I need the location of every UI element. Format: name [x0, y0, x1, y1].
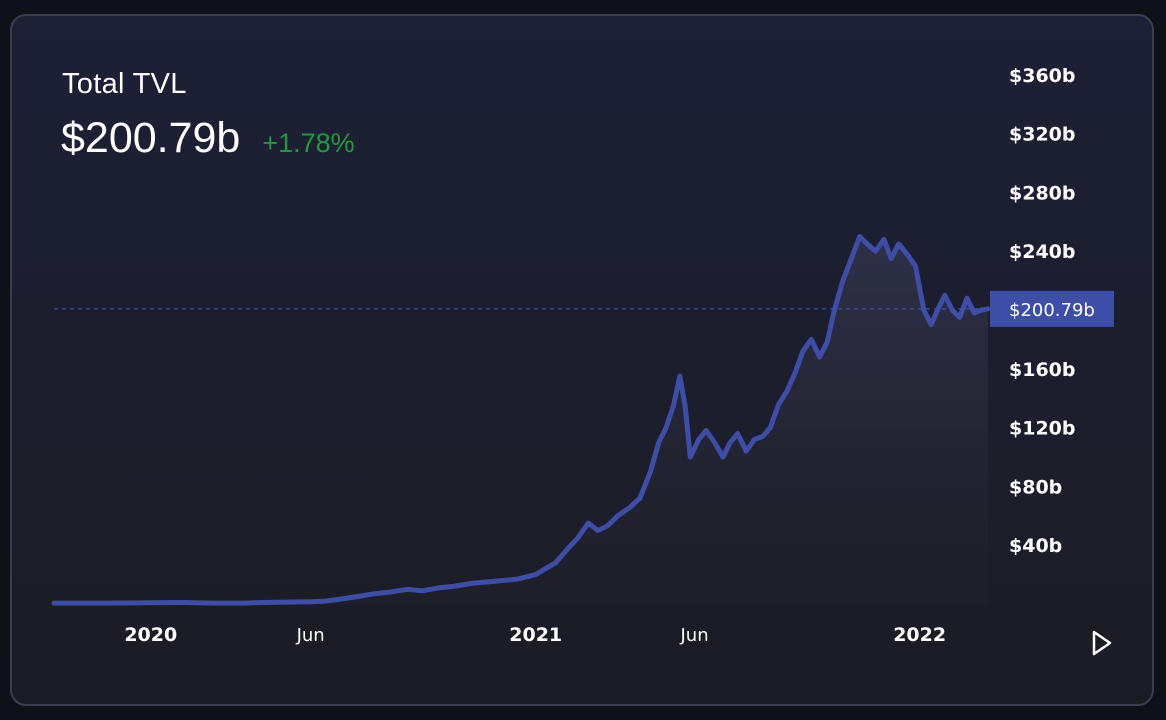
current-value-tag: [990, 290, 1114, 327]
y-tick-label: $280b: [1009, 182, 1075, 204]
value-row: $200.79b +1.78%: [61, 114, 355, 163]
tvl-card: Total TVL $200.79b +1.78% $40b $80b $120b $…: [10, 14, 1154, 706]
y-tick-label: $120b: [1009, 418, 1075, 440]
y-tick-label: $80b: [1009, 476, 1062, 498]
tvl-area-chart[interactable]: $40b $80b $120b $160b $240b $280b $320b $360b 2…: [12, 16, 1154, 706]
y-tick-label: $360b: [1009, 65, 1075, 87]
y-tick-label: $40b: [1009, 535, 1062, 557]
y-tick-label: $320b: [1009, 124, 1075, 146]
play-button[interactable]: [1086, 628, 1116, 658]
y-tick-label: $240b: [1009, 241, 1075, 263]
card-title: Total TVL: [62, 68, 187, 100]
tvl-series-line: [51, 234, 991, 606]
current-value-tag-label: $200.79b: [1009, 300, 1095, 321]
tvl-area-fill: [54, 236, 988, 604]
y-tick-label: $160b: [1009, 359, 1075, 381]
x-tick-label: Jun: [296, 625, 325, 646]
tvl-change-percent: +1.78%: [262, 128, 355, 158]
total-tvl-value: $200.79b: [61, 114, 241, 162]
x-tick-label: 2021: [509, 624, 562, 646]
x-tick-label: 2020: [124, 624, 177, 646]
x-tick-label: 2022: [893, 624, 946, 646]
x-tick-label: Jun: [679, 625, 708, 646]
play-icon: [1092, 630, 1112, 656]
